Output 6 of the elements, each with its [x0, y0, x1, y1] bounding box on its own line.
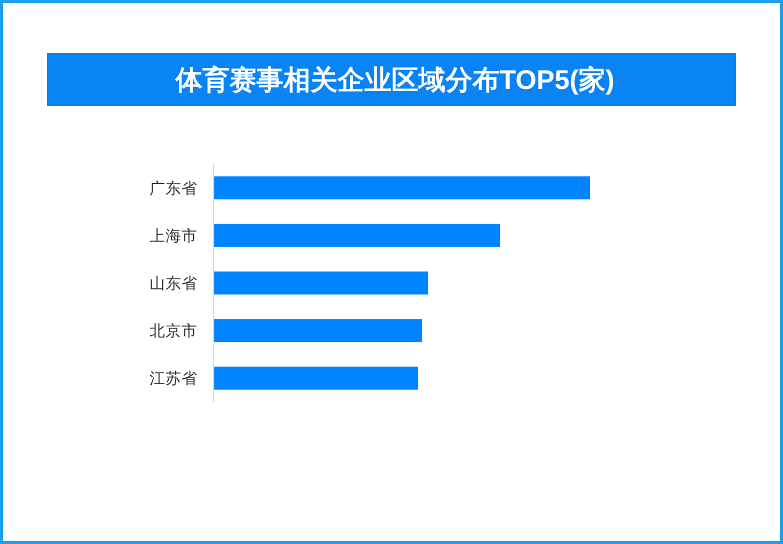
chart-title: 体育赛事相关企业区域分布TOP5(家): [174, 65, 615, 95]
y-tick-label: 北京市: [150, 322, 198, 340]
y-tick-label: 江苏省: [150, 370, 198, 388]
y-tick-label: 上海市: [150, 226, 198, 245]
y-tick-label: 广东省: [150, 179, 198, 198]
y-tick-label: 山东省: [150, 274, 198, 292]
